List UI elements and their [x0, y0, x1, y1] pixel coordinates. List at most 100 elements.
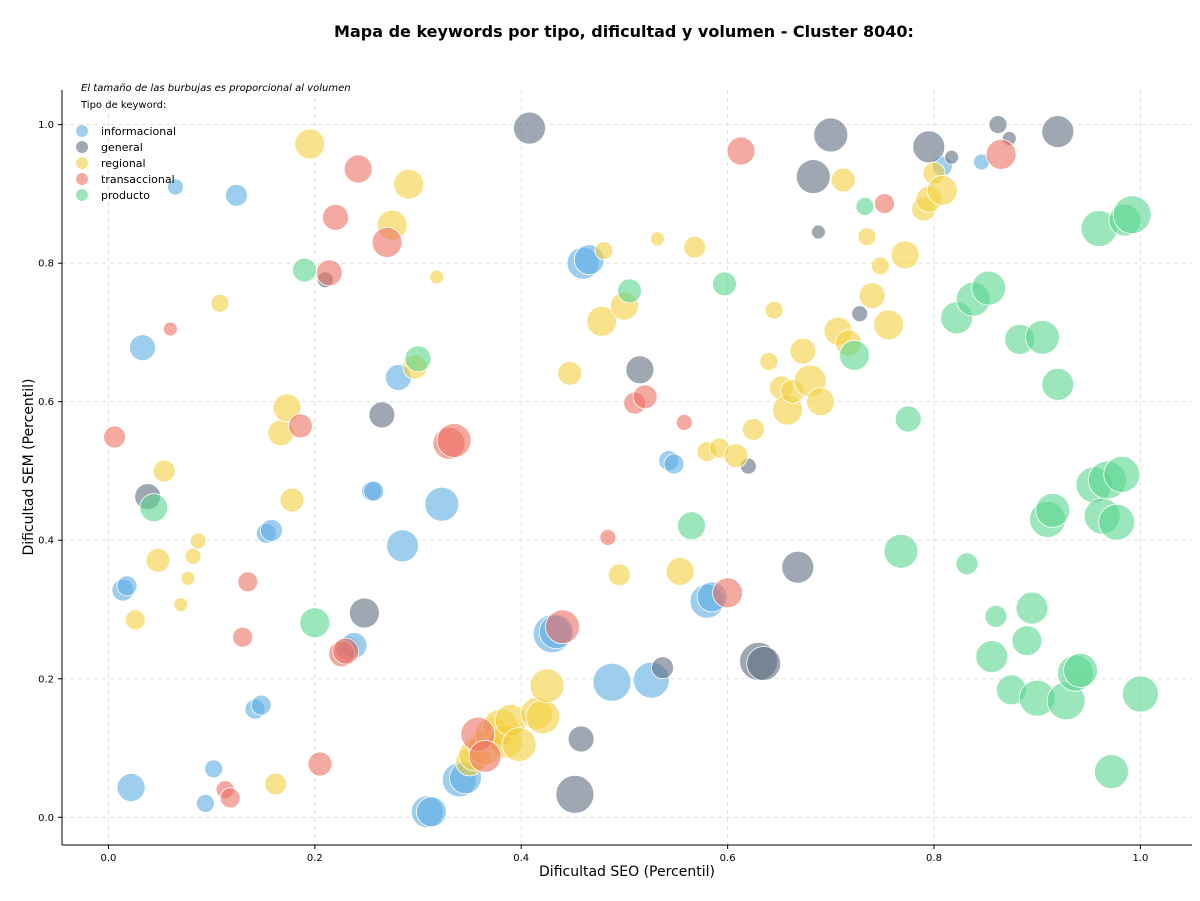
series-transaccional: [103, 136, 1017, 809]
bubble-producto: [299, 607, 331, 639]
bubble-general: [348, 597, 380, 629]
bubble-producto: [677, 511, 706, 541]
bubble-transaccional: [332, 637, 360, 665]
bubble-transaccional: [103, 425, 126, 449]
bubble-regional: [189, 532, 207, 550]
x-tick-label: 0.4: [513, 853, 529, 864]
bubble-producto: [404, 345, 432, 373]
legend-marker-general: [76, 141, 88, 153]
legend-marker-regional: [76, 157, 88, 169]
bubble-regional: [586, 305, 618, 337]
bubble-informacional: [224, 183, 248, 207]
x-tick-label: 0.6: [720, 853, 736, 864]
bubble-producto: [955, 552, 979, 576]
bubble-informacional: [195, 794, 215, 813]
bubble-regional: [764, 300, 784, 320]
bubble-transaccional: [545, 609, 580, 645]
bubble-size-note: El tamaño de las burbujas es proporciona…: [81, 83, 351, 94]
bubble-regional: [650, 231, 665, 247]
bubble-general: [746, 646, 782, 681]
bubble-producto: [1063, 653, 1098, 688]
bubble-regional: [683, 235, 706, 259]
bubble-regional: [742, 417, 765, 441]
bubble-regional: [210, 293, 230, 313]
series-general: [134, 111, 1075, 814]
bubble-regional: [557, 360, 583, 386]
legend-label-informacional: informacional: [101, 125, 176, 138]
bubble-informacional: [116, 575, 138, 597]
bubble-producto: [975, 640, 1009, 673]
bubble-transaccional: [632, 384, 658, 410]
bubble-producto: [292, 257, 317, 283]
bubbles: [103, 111, 1159, 829]
bubble-transaccional: [985, 138, 1017, 170]
bubble-producto: [883, 533, 919, 569]
bubble-producto: [1094, 754, 1129, 789]
bubble-producto: [855, 196, 875, 216]
bubble-transaccional: [162, 321, 178, 337]
bubble-regional: [184, 547, 202, 565]
bubble-regional: [607, 563, 631, 587]
bubble-general: [555, 775, 595, 814]
legend-label-general: general: [101, 141, 143, 154]
legend-title: Tipo de keyword:: [80, 100, 166, 111]
y-tick-label: 0.8: [38, 259, 54, 270]
legend-marker-producto: [76, 189, 88, 201]
bubble-regional: [873, 309, 904, 341]
bubble-informacional: [260, 519, 283, 542]
bubble-producto: [894, 405, 922, 433]
bubble-producto: [1098, 503, 1136, 541]
bubble-general: [912, 130, 946, 164]
bubble-producto: [971, 270, 1007, 306]
x-tick-label: 1.0: [1132, 853, 1148, 864]
bubble-regional: [294, 128, 326, 160]
series-regional: [124, 128, 958, 796]
bubble-regional: [124, 609, 146, 631]
bubble-transaccional: [468, 739, 502, 773]
bubble-producto: [1025, 319, 1060, 355]
bubble-informacional: [204, 759, 224, 779]
bubble-transaccional: [436, 423, 472, 458]
chart-title: Mapa de keywords por tipo, dificultad y …: [334, 22, 914, 41]
ticks: 0.0 0.2 0.4 0.6 0.8 1.0 0.0 0.2 0.4 0.6 0.8 1.0: [38, 120, 1148, 864]
bubble-regional: [264, 772, 288, 796]
bubble-producto: [1011, 625, 1043, 657]
bubble-transaccional: [726, 136, 756, 166]
legend-marker-transaccional: [76, 173, 88, 185]
bubble-general: [1041, 115, 1075, 149]
bubble-transaccional: [237, 571, 259, 593]
x-tick-label: 0.8: [926, 853, 942, 864]
bubble-producto: [1041, 367, 1075, 401]
bubble-transaccional: [219, 787, 241, 809]
bubble-informacional: [167, 178, 184, 196]
bubble-general: [813, 117, 849, 153]
bubble-producto: [617, 278, 642, 304]
y-tick-label: 1.0: [38, 120, 54, 131]
bubble-transaccional: [712, 577, 743, 609]
legend: Tipo de keyword: informacional general reg…: [76, 100, 176, 202]
bubble-transaccional: [307, 751, 333, 777]
bubble-regional: [830, 167, 856, 193]
y-axis-label: Dificultad SEM (Percentil): [21, 379, 37, 556]
bubble-producto: [1015, 591, 1049, 625]
bubble-general: [625, 355, 655, 385]
bubble-regional: [858, 282, 886, 310]
bubble-regional: [279, 487, 305, 513]
bubble-regional: [529, 668, 565, 704]
bubble-transaccional: [232, 626, 254, 648]
bubble-general: [368, 401, 396, 429]
bubble-producto: [1122, 675, 1159, 713]
bubble-regional: [890, 240, 920, 270]
bubble-transaccional: [322, 203, 349, 231]
bubble-producto: [984, 605, 1008, 628]
y-tick-label: 0.6: [38, 397, 54, 408]
bubble-producto: [839, 339, 870, 371]
x-tick-label: 0.2: [307, 853, 323, 864]
bubble-general: [651, 656, 674, 680]
bubble-regional: [145, 547, 171, 573]
bubble-transaccional: [675, 414, 693, 431]
bubble-producto: [712, 271, 737, 297]
bubble-producto: [1112, 195, 1152, 235]
bubble-regional: [926, 174, 958, 206]
